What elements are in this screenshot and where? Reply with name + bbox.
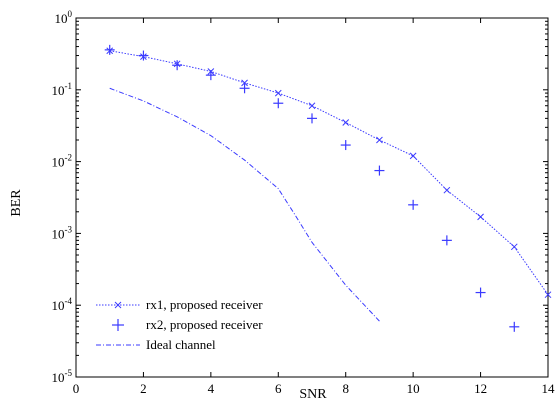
y-tick-label: 100 xyxy=(55,9,73,26)
x-marker-point xyxy=(376,136,383,144)
legend-label-ideal: Ideal channel xyxy=(146,337,216,352)
legend-marker-rx2 xyxy=(112,319,124,331)
x-tick-label: 12 xyxy=(474,381,487,396)
legend-item-rx1: rx1, proposed receiver xyxy=(96,297,263,312)
x-axis-label: SNR xyxy=(299,387,327,402)
x-tick-label: 14 xyxy=(542,381,556,396)
x-marker-point xyxy=(544,291,552,299)
axes-box xyxy=(75,17,549,378)
legend-item-ideal: Ideal channel xyxy=(96,337,216,352)
plus-marker-point xyxy=(441,235,452,246)
plus-marker-point xyxy=(374,165,385,176)
x-marker-point xyxy=(409,152,417,160)
x-marker-point xyxy=(443,186,451,194)
x-marker-point xyxy=(241,79,248,87)
x-tick-label: 4 xyxy=(208,381,215,396)
legend-marker-rx1 xyxy=(114,301,122,309)
plus-marker-point xyxy=(509,321,520,332)
y-axis: 100 10-1 10-2 10-3 10-4 10-5 xyxy=(52,9,548,385)
plus-marker-point xyxy=(138,50,149,61)
plus-marker-point xyxy=(172,60,183,71)
plus-marker-point xyxy=(273,98,284,109)
plus-marker-point xyxy=(239,83,250,94)
plus-marker-point xyxy=(408,199,419,210)
series-1 xyxy=(106,47,552,299)
plus-marker-point xyxy=(307,113,317,124)
x-marker-point xyxy=(342,119,350,126)
plus-marker-point xyxy=(104,44,115,55)
y-tick-label: 10-5 xyxy=(52,368,73,385)
series-line xyxy=(109,87,380,322)
x-tick-label: 2 xyxy=(140,381,147,396)
y-tick-label: 10-4 xyxy=(52,296,73,313)
x-tick-label: 6 xyxy=(275,381,282,396)
legend: rx1, proposed receiver rx2, proposed rec… xyxy=(96,297,263,352)
legend-label-rx2: rx2, proposed receiver xyxy=(146,317,263,332)
series-line xyxy=(109,50,549,295)
x-marker-point xyxy=(510,243,518,251)
series-2 xyxy=(104,44,520,332)
x-tick-label: 8 xyxy=(342,381,349,396)
plus-marker-point xyxy=(205,70,216,81)
legend-label-rx1: rx1, proposed receiver xyxy=(146,297,263,312)
x-axis: 0 2 4 6 8 10 12 14 xyxy=(73,18,555,396)
plot-area xyxy=(75,17,549,378)
x-tick-label: 0 xyxy=(73,381,80,396)
series-3 xyxy=(109,87,380,322)
y-tick-label: 10-2 xyxy=(52,153,73,170)
y-axis-label: BER xyxy=(9,189,24,217)
x-marker-point xyxy=(477,213,484,221)
x-marker-point xyxy=(308,102,316,110)
plus-marker-point xyxy=(340,140,351,151)
legend-item-rx2: rx2, proposed receiver xyxy=(112,317,263,332)
plus-marker-point xyxy=(475,287,486,298)
series-layer xyxy=(104,44,552,332)
y-tick-label: 10-1 xyxy=(52,81,73,98)
y-tick-label: 10-3 xyxy=(52,224,73,241)
x-marker-point xyxy=(274,89,282,97)
x-tick-label: 10 xyxy=(407,381,420,396)
